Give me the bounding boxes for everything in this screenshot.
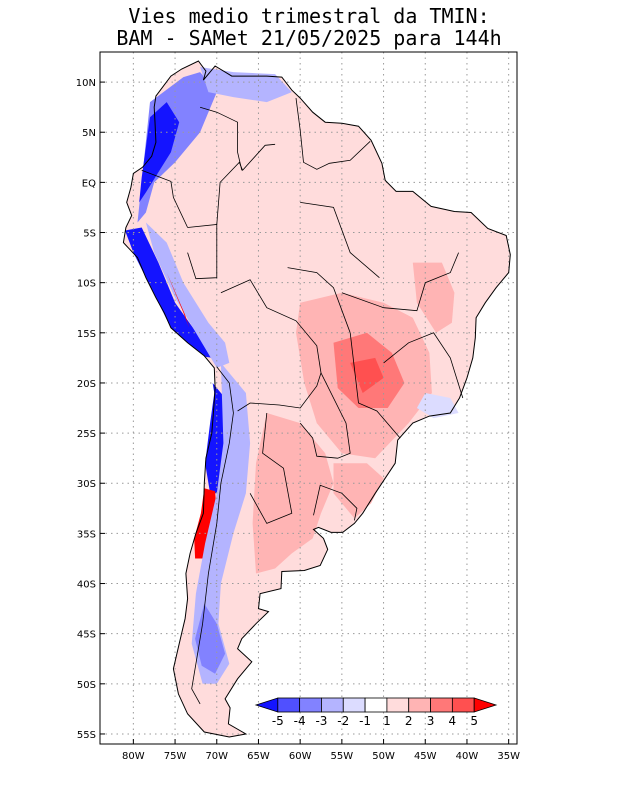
lon-tick-label: 40W — [456, 751, 479, 762]
colorbar-swatch — [386, 697, 410, 713]
lat-tick-label: 10N — [76, 78, 96, 89]
country-border — [141, 169, 188, 228]
lat-tick-label: 15S — [77, 329, 96, 340]
lon-tick-label: 65W — [247, 751, 270, 762]
colorbar-label: -1 — [359, 714, 371, 728]
lon-tick-label: 80W — [122, 751, 145, 762]
colorbar-swatch — [364, 697, 388, 713]
andes-arg-light-blue — [191, 362, 251, 684]
argentina-pink — [252, 413, 334, 574]
lon-tick-label: 50W — [372, 751, 395, 762]
bahia-pink — [412, 262, 455, 333]
lon-tick-label: 70W — [205, 751, 228, 762]
country-border — [249, 412, 293, 524]
southeast-light-blue — [416, 393, 459, 419]
lat-tick-labels: 10N 5N EQ 5S 10S 15S 20S 25S 30S 35S 40S 45S 50S 55S — [76, 78, 105, 741]
colorbar-label: 5 — [470, 714, 478, 728]
lat-tick-label: 10S — [77, 279, 96, 290]
colorbar-label: 1 — [383, 714, 391, 728]
country-border — [187, 224, 218, 280]
lat-tick-label: 55S — [77, 730, 96, 741]
andes-colombia-blue — [139, 102, 180, 203]
lon-tick-label: 45W — [414, 751, 437, 762]
lat-tick-label: 30S — [77, 479, 96, 490]
amazon-light — [183, 137, 401, 263]
coastline-layer — [122, 60, 511, 738]
country-border — [300, 202, 380, 279]
rs-pink — [333, 463, 384, 519]
country-border — [313, 484, 358, 521]
lon-tick-label: 55W — [331, 751, 354, 762]
lat-tick-label: EQ — [82, 178, 96, 189]
colorbar-swatch — [451, 697, 475, 713]
colorbar-swatch — [408, 697, 431, 713]
colorbar: -5 -4 -3 -2 -1 1 2 3 4 5 — [254, 697, 498, 728]
lat-tick-label: 5S — [83, 229, 96, 240]
colorbar-label: 3 — [427, 714, 435, 728]
country-border — [287, 267, 351, 333]
plot-frame — [99, 51, 518, 745]
lat-tick-label: 5N — [82, 128, 96, 139]
colorbar-swatch — [321, 697, 344, 713]
colorbar-swatch — [430, 697, 453, 713]
colorbar-label: -2 — [337, 714, 349, 728]
country-border — [191, 366, 234, 705]
andes-north-blue — [137, 72, 217, 223]
grid-lines — [100, 52, 517, 744]
title-line-2: BAM - SAMet 21/05/2025 para 144h — [116, 26, 502, 50]
title-line-1: Vies medio trimestral da TMIN: — [128, 4, 490, 28]
coastline — [122, 60, 511, 738]
lon-tick-label: 60W — [289, 751, 312, 762]
peru-andes-light-blue — [145, 222, 230, 368]
lon-tick-label: 35W — [497, 751, 520, 762]
lat-tick-label: 25S — [77, 429, 96, 440]
colorbar-label: -3 — [315, 714, 327, 728]
lat-tick-label: 20S — [77, 379, 96, 390]
brazil-hotspot — [350, 357, 384, 393]
lat-tick-label: 35S — [77, 529, 96, 540]
country-border — [199, 106, 243, 171]
lat-tick-label: 45S — [77, 630, 96, 641]
country-border — [295, 98, 371, 170]
colorbar-label: -4 — [294, 714, 306, 728]
country-border — [349, 332, 401, 439]
colorbar-label: 2 — [405, 714, 413, 728]
colorbar-label: -5 — [272, 714, 284, 728]
country-border — [383, 332, 464, 399]
lat-tick-label: 40S — [77, 580, 96, 591]
lat-tick-label: 50S — [77, 680, 96, 691]
colorbar-swatch — [299, 697, 322, 713]
country-border — [341, 252, 459, 312]
country-border — [299, 372, 351, 459]
colorbar-swatch — [277, 697, 301, 713]
colorbar-label: 4 — [449, 714, 457, 728]
colorbar-swatch — [342, 697, 366, 713]
peru-coast-blue — [125, 227, 213, 358]
colorbar-arrow-high — [473, 697, 498, 713]
lon-tick-label: 75W — [164, 751, 187, 762]
colorbar-arrow-low — [254, 697, 279, 713]
lon-tick-labels: 80W 75W 70W 65W 60W 55W 50W 45W 40W 35W — [122, 739, 520, 762]
